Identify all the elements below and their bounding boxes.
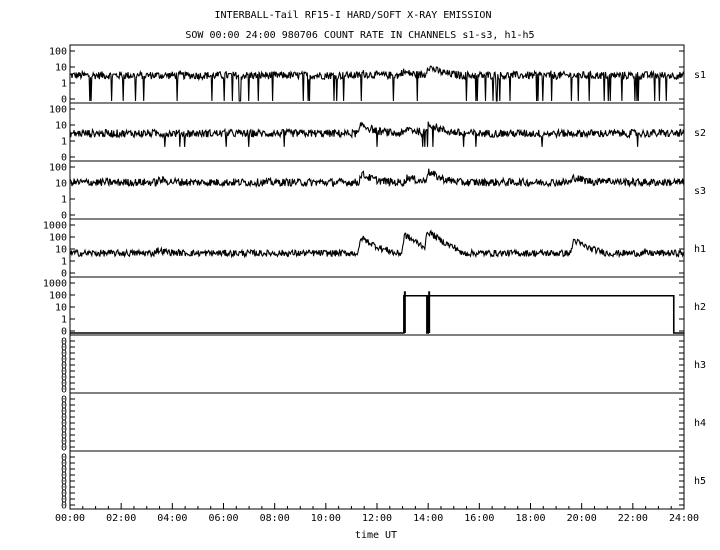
y-tick-label: 0	[61, 443, 67, 454]
y-tick-label: 0	[61, 489, 67, 500]
y-tick-label: 0	[61, 465, 67, 476]
y-tick-label: 0	[61, 401, 67, 412]
x-tick-label: 24:00	[669, 513, 699, 524]
series-label-s1: s1	[694, 70, 706, 81]
x-tick-label: 22:00	[618, 513, 648, 524]
y-tick-label: 0	[61, 361, 67, 372]
y-tick-label: 0	[61, 95, 67, 106]
y-tick-label: 0	[61, 477, 67, 488]
x-tick-label: 02:00	[106, 513, 136, 524]
series-label-s3: s3	[694, 186, 706, 197]
y-tick-label: 0	[61, 431, 67, 442]
chart-title: INTERBALL-Tail RF15-I HARD/SOFT X-RAY EM…	[215, 10, 492, 21]
series-line-s2	[69, 121, 685, 147]
x-tick-label: 20:00	[567, 513, 597, 524]
y-tick-label: 0	[61, 413, 67, 424]
x-tick-label: 18:00	[515, 513, 545, 524]
y-tick-label: 0	[61, 395, 67, 406]
series-label-h1: h1	[694, 244, 706, 255]
y-tick-label: 10	[55, 179, 67, 190]
panel-frame-s1	[69, 44, 685, 104]
panel-frame-h4	[69, 392, 685, 452]
y-tick-label: 0	[61, 269, 67, 280]
y-tick-label: 10	[55, 245, 67, 256]
series-line-s1	[69, 65, 685, 102]
y-tick-label: 0	[61, 367, 67, 378]
chart-subtitle: SOW 00:00 24:00 980706 COUNT RATE IN CHA…	[185, 30, 534, 41]
x-tick-label: 16:00	[464, 513, 494, 524]
y-tick-label: 1000	[43, 279, 67, 290]
y-tick-label: 1	[61, 79, 67, 90]
series-line-s3	[69, 168, 685, 189]
y-tick-label: 100	[49, 163, 67, 174]
y-tick-label: 0	[61, 459, 67, 470]
x-tick-label: 06:00	[208, 513, 238, 524]
x-tick-label: 08:00	[260, 513, 290, 524]
y-tick-label: 0	[61, 337, 67, 348]
y-tick-label: 0	[61, 453, 67, 464]
series-line-h2	[70, 294, 684, 334]
y-tick-label: 0	[61, 343, 67, 354]
y-tick-label: 0	[61, 501, 67, 512]
y-tick-label: 0	[61, 425, 67, 436]
y-tick-label: 100	[49, 47, 67, 58]
x-tick-label: 00:00	[55, 513, 85, 524]
y-tick-label: 0	[61, 407, 67, 418]
y-tick-label: 0	[61, 373, 67, 384]
y-tick-label: 0	[61, 327, 67, 338]
panel-frame-h2	[69, 276, 685, 336]
y-tick-label: 0	[61, 437, 67, 448]
y-tick-label: 0	[61, 153, 67, 164]
y-tick-label: 0	[61, 349, 67, 360]
y-tick-label: 0	[61, 483, 67, 494]
series-label-h4: h4	[694, 418, 706, 429]
y-tick-label: 0	[61, 385, 67, 396]
panel-frame-h3	[69, 334, 685, 394]
y-tick-label: 0	[61, 471, 67, 482]
series-line-h1	[69, 229, 685, 259]
y-tick-label: 100	[49, 105, 67, 116]
panel-frame-s3	[69, 160, 685, 220]
y-tick-label: 0	[61, 419, 67, 430]
series-label-h2: h2	[694, 302, 706, 313]
series-label-h3: h3	[694, 360, 706, 371]
x-axis-label: time UT	[355, 530, 397, 541]
y-tick-label: 0	[61, 355, 67, 366]
y-tick-label: 100	[49, 233, 67, 244]
y-tick-label: 1000	[43, 221, 67, 232]
y-tick-label: 1	[61, 315, 67, 326]
panels: 1001010s11001010s21001010s310001001010h1…	[43, 44, 706, 512]
y-tick-label: 1	[61, 195, 67, 206]
panel-frame-h5	[69, 450, 685, 510]
y-tick-label: 0	[61, 379, 67, 390]
y-tick-label: 1	[61, 137, 67, 148]
y-tick-label: 100	[49, 291, 67, 302]
x-tick-label: 14:00	[413, 513, 443, 524]
x-axis: 00:00 02:00 04:00 06:00 08:00 10:00 12:00 14:00…	[55, 503, 699, 524]
y-tick-label: 10	[55, 63, 67, 74]
x-tick-label: 10:00	[311, 513, 341, 524]
x-tick-label: 12:00	[362, 513, 392, 524]
y-tick-label: 1	[61, 257, 67, 268]
y-tick-label: 0	[61, 495, 67, 506]
y-tick-label: 10	[55, 303, 67, 314]
series-label-h5: h5	[694, 476, 706, 487]
y-tick-label: 10	[55, 121, 67, 132]
y-tick-label: 0	[61, 211, 67, 222]
x-tick-label: 04:00	[157, 513, 187, 524]
series-label-s2: s2	[694, 128, 706, 139]
